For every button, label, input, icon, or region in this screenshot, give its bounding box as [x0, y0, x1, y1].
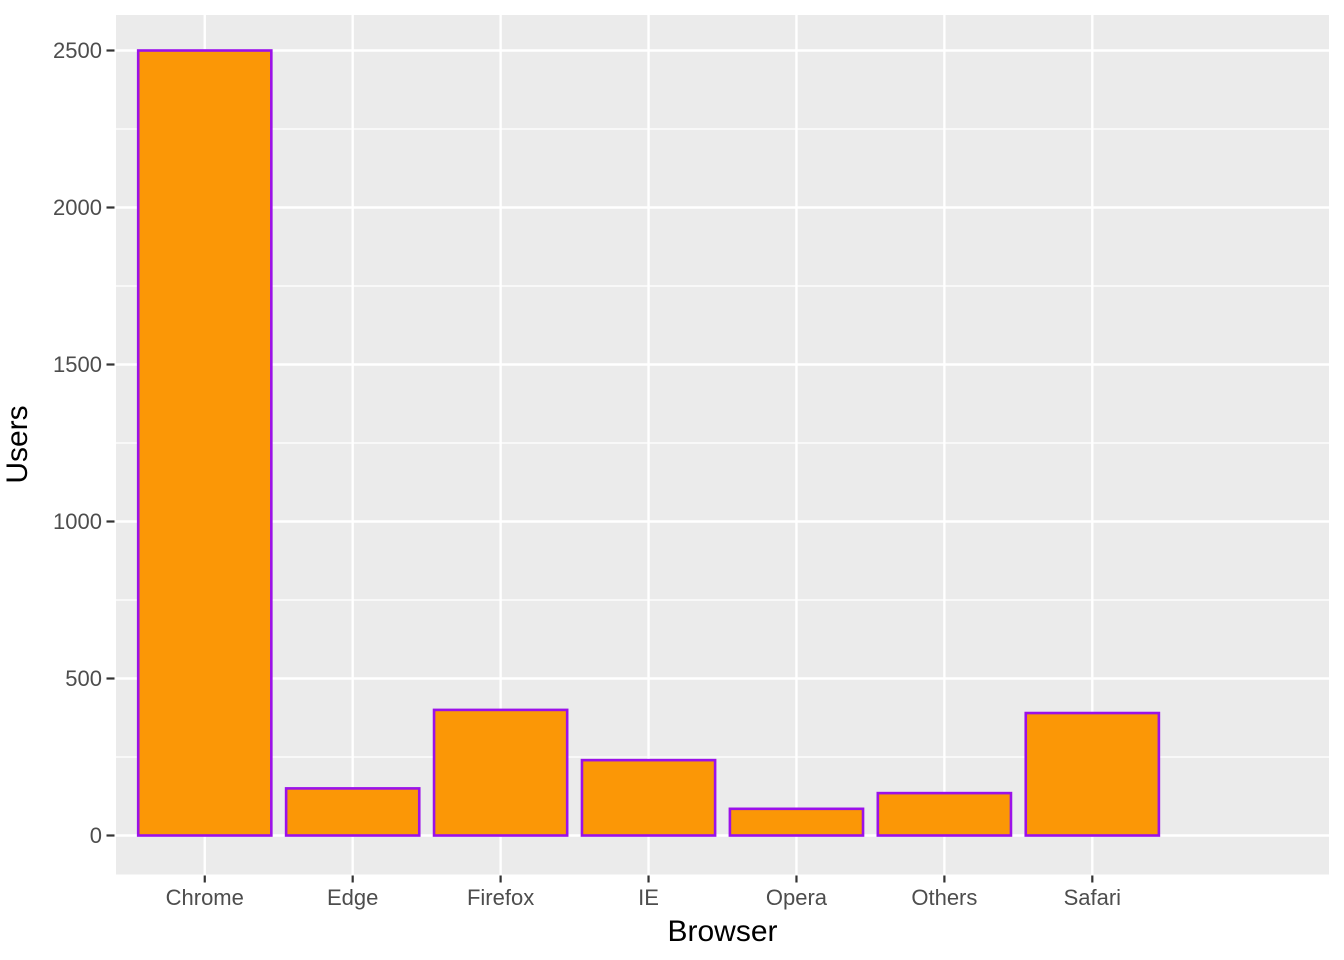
x-tick-label: Others	[911, 885, 977, 910]
y-axis-title: Users	[1, 405, 34, 483]
bar-others	[876, 791, 1013, 837]
bar-ie	[580, 758, 717, 837]
x-axis-title: Browser	[667, 915, 777, 948]
plot-layer: 0 500 1000 1500 2000 2500 Chrome Edge Firefox IE O…	[53, 15, 1329, 910]
y-tick-label: 2500	[53, 38, 102, 63]
y-tick-label: 1000	[53, 509, 102, 534]
bar-chrome	[136, 49, 273, 837]
x-tick-label: Safari	[1064, 885, 1121, 910]
x-tick-label: Firefox	[467, 885, 534, 910]
y-tick-label: 2000	[53, 195, 102, 220]
y-tick-label: 0	[90, 823, 102, 848]
x-tick-label: Edge	[327, 885, 378, 910]
bar-safari	[1024, 711, 1161, 837]
bar-edge	[284, 787, 421, 837]
x-tick-label: IE	[638, 885, 659, 910]
bar-opera	[728, 807, 865, 837]
x-tick-label: Chrome	[166, 885, 244, 910]
bar-firefox	[432, 708, 569, 837]
x-tick-label: Opera	[766, 885, 828, 910]
y-tick-label: 1500	[53, 352, 102, 377]
y-tick-label: 500	[65, 666, 102, 691]
